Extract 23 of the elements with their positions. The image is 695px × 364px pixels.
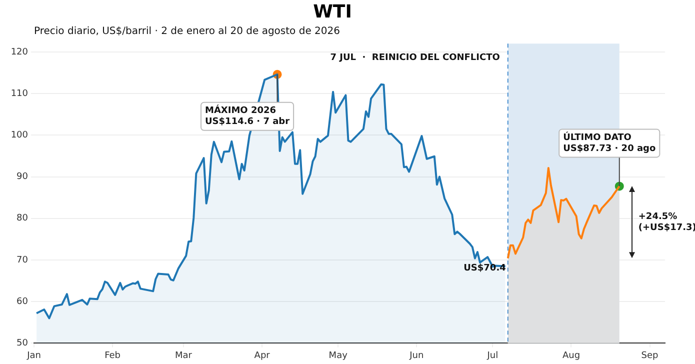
annotation: MÁXIMO 2026 US$114.6 · 7 abr [205,104,290,128]
x-tick-label: Jun [408,350,424,361]
x-tick-label: Sep [641,350,659,361]
chart-title: WTI [313,1,352,22]
y-tick-label: 80 [16,214,28,224]
x-tick-label: Feb [104,350,121,361]
x-tick-label: Mar [175,350,192,361]
annotation: ÚLTIMO DATO US$87.73 · 20 ago [563,131,656,154]
y-tick-label: 90 [16,172,28,182]
y-tick-label: 50 [16,338,28,349]
ref-line-label: 7 JUL · REINICIO DEL CONFLICTO [330,52,500,63]
y-tick-label: 60 [16,296,28,307]
y-tick-label: 70 [16,255,28,266]
y-tick-label: 110 [10,88,28,99]
x-tick-label: Apr [254,350,270,361]
chart-subtitle: Precio diario, US$/barril · 2 de enero al 20 de agosto de 2026 [34,26,340,38]
y-tick-label: 120 [10,47,28,58]
annotation: US$70.4 [464,264,506,274]
x-tick-label: Jul [486,350,498,361]
x-tick-label: Jan [26,350,41,361]
x-tick-label: Aug [562,350,580,361]
x-tick-label: May [328,350,348,361]
y-tick-label: 100 [10,130,28,140]
